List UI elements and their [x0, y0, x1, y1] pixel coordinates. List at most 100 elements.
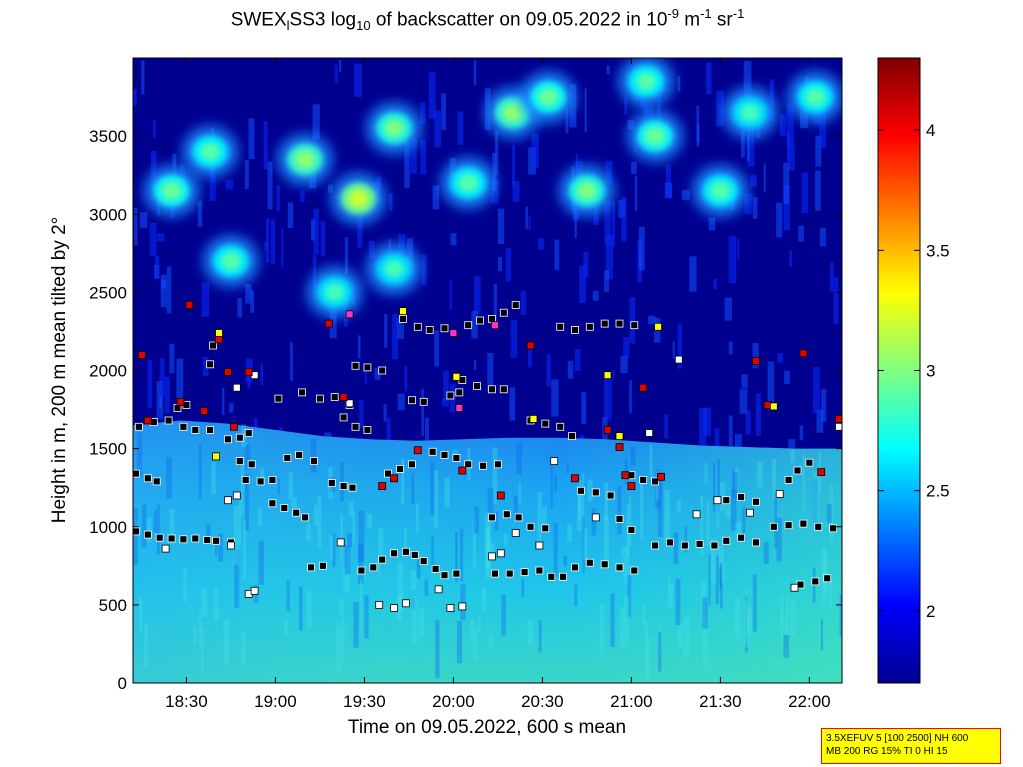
marker-black: [413, 322, 422, 331]
texture-streak: [789, 249, 792, 267]
texture-streak: [700, 496, 704, 555]
texture-streak: [554, 239, 560, 271]
marker-red: [657, 472, 665, 481]
texture-streak: [250, 290, 255, 313]
marker-black: [407, 460, 416, 469]
marker-black: [357, 566, 366, 575]
marker-black: [330, 393, 339, 402]
y-tick-label: 1000: [89, 518, 127, 537]
marker-white: [232, 491, 241, 500]
texture-streak: [411, 597, 416, 610]
texture-streak: [537, 238, 545, 251]
marker-red: [615, 443, 624, 452]
marker-yellow: [215, 329, 223, 337]
marker-black: [283, 454, 292, 462]
texture-streak: [699, 407, 707, 448]
texture-streak: [397, 562, 404, 613]
texture-streak: [606, 65, 610, 74]
marker-black: [541, 524, 550, 533]
marker-black: [666, 538, 674, 547]
marker-black: [499, 385, 508, 394]
marker-black: [179, 422, 188, 431]
texture-streak: [720, 563, 723, 609]
texture-streak: [139, 212, 148, 228]
texture-streak: [567, 360, 574, 379]
marker-red: [378, 482, 387, 491]
marker-black: [722, 496, 731, 505]
texture-streak: [629, 297, 636, 344]
texture-streak: [790, 600, 796, 637]
marker-black: [829, 524, 837, 533]
texture-streak: [313, 208, 319, 255]
texture-streak: [344, 237, 349, 274]
texture-streak: [583, 251, 589, 278]
texture-streak: [410, 137, 417, 174]
texture-streak: [153, 510, 157, 534]
texture-streak: [150, 150, 157, 188]
marker-red: [571, 474, 579, 483]
texture-streak: [741, 130, 745, 158]
texture-streak: [741, 374, 748, 389]
texture-streak: [755, 393, 761, 436]
marker-black: [428, 447, 437, 456]
texture-streak: [455, 531, 458, 583]
texture-streak: [673, 532, 679, 564]
marker-magenta: [345, 310, 354, 319]
texture-streak: [197, 200, 203, 228]
texture-streak: [574, 192, 577, 239]
texture-streak: [222, 388, 225, 416]
colorbar-tick-label: 2: [926, 602, 935, 621]
texture-streak: [300, 190, 305, 202]
texture-streak: [624, 97, 628, 115]
marker-black: [784, 475, 793, 484]
marker-white: [692, 510, 701, 519]
marker-black: [473, 382, 482, 391]
texture-streak: [553, 523, 558, 577]
texture-streak: [733, 467, 739, 494]
texture-streak: [664, 414, 669, 439]
cloud-core: [384, 119, 405, 138]
texture-streak: [487, 487, 494, 517]
texture-streak: [667, 584, 674, 609]
texture-streak: [244, 473, 250, 531]
texture-streak: [604, 201, 611, 245]
texture-streak: [512, 180, 520, 202]
marker-black: [298, 388, 307, 397]
texture-streak: [176, 358, 184, 406]
marker-black: [559, 572, 567, 581]
texture-streak: [784, 370, 790, 385]
texture-streak: [725, 504, 731, 518]
marker-black: [268, 499, 277, 508]
texture-streak: [383, 404, 387, 422]
texture-streak: [612, 370, 615, 380]
texture-streak: [612, 201, 616, 248]
texture-streak: [223, 619, 230, 666]
marker-black: [407, 396, 416, 405]
marker-white: [550, 457, 559, 466]
texture-streak: [237, 298, 243, 318]
texture-streak: [418, 607, 425, 637]
texture-streak: [715, 555, 719, 605]
texture-streak: [657, 480, 663, 537]
marker-black: [384, 469, 393, 478]
texture-streak: [739, 389, 748, 414]
texture-streak: [728, 236, 737, 284]
marker-black: [440, 324, 449, 333]
texture-streak: [780, 595, 784, 649]
texture-streak: [450, 233, 457, 246]
marker-red: [817, 468, 826, 477]
texture-streak: [260, 467, 264, 486]
texture-streak: [541, 506, 548, 525]
texture-streak: [702, 614, 708, 668]
texture-streak: [718, 545, 724, 564]
marker-black: [737, 493, 745, 502]
marker-black: [752, 538, 760, 547]
texture-streak: [415, 503, 419, 534]
texture-streak: [433, 470, 439, 528]
marker-black: [630, 321, 639, 330]
texture-streak: [136, 432, 143, 478]
cloud-core: [295, 150, 316, 169]
texture-streak: [299, 586, 303, 631]
texture-streak: [133, 508, 138, 566]
marker-black: [191, 534, 200, 543]
